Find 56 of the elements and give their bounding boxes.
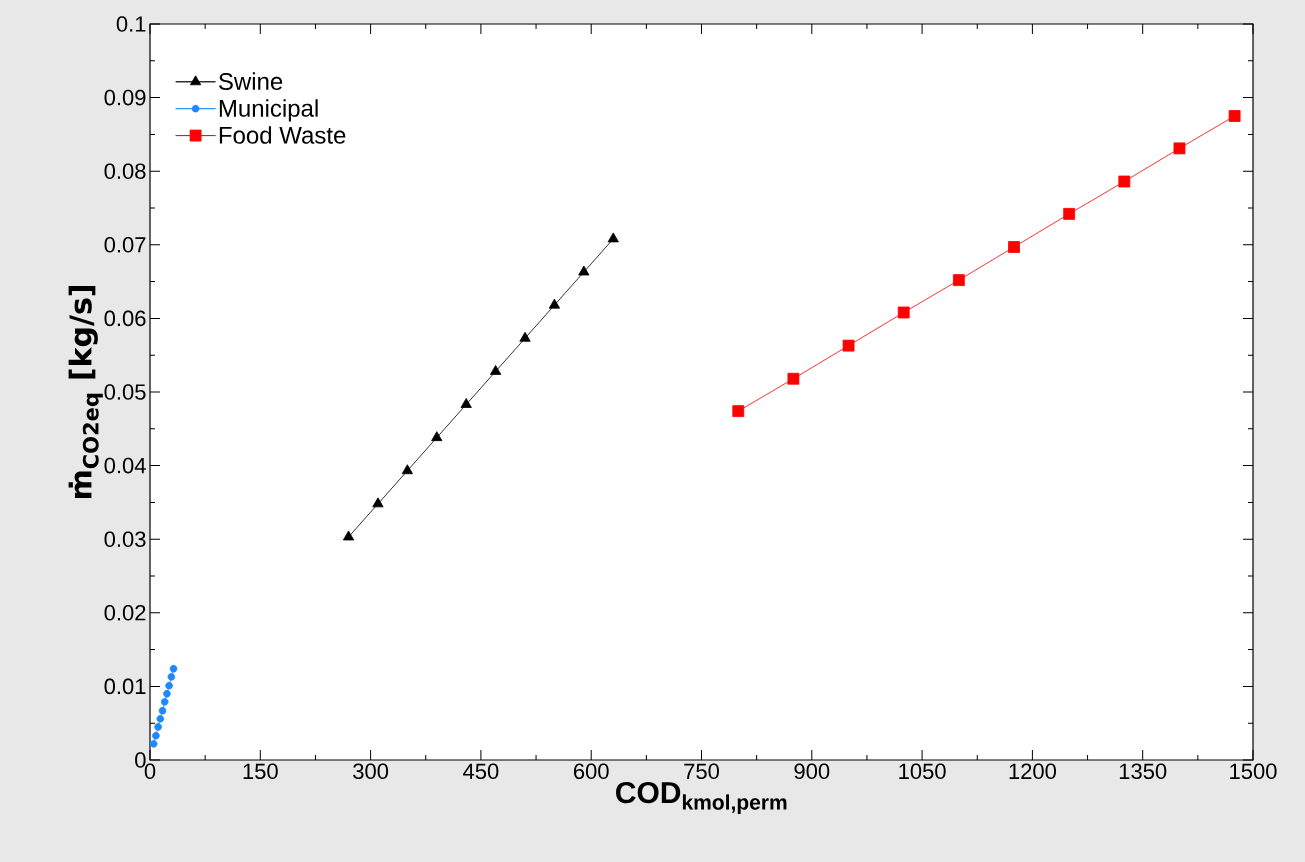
point <box>460 398 472 408</box>
point <box>548 298 561 309</box>
x-tick-label: 600 <box>573 763 609 780</box>
point <box>1118 175 1131 188</box>
point <box>169 664 178 673</box>
point <box>1008 241 1020 253</box>
x-tick-label: 1200 <box>1009 763 1056 780</box>
point <box>165 681 173 690</box>
legend-label: Swine <box>218 72 283 90</box>
y-tick-label: 0.05 <box>104 384 146 400</box>
point <box>149 740 158 748</box>
point <box>158 706 167 715</box>
point <box>342 530 355 541</box>
y-tick-label: 0.07 <box>104 237 146 253</box>
point <box>154 723 162 731</box>
y-tick-label: 0.01 <box>104 678 146 695</box>
y-tick-label: 0 <box>135 752 146 768</box>
point <box>152 731 160 740</box>
point <box>732 405 745 418</box>
point <box>519 331 531 342</box>
point <box>1063 207 1076 220</box>
legend-label: Food Waste <box>219 126 346 144</box>
x-tick-label: 300 <box>353 763 389 780</box>
y-tick-label: 0.1 <box>116 16 146 32</box>
x-tick-label: 1500 <box>1230 763 1277 780</box>
y-tick-label: 0.09 <box>104 89 146 106</box>
y-tick-label: 0.06 <box>104 310 146 327</box>
legend-label: Municipal <box>219 99 318 122</box>
point <box>490 364 502 375</box>
y-tick-label: 0.04 <box>104 457 146 474</box>
point <box>401 464 413 475</box>
point <box>1228 110 1241 122</box>
x-tick-label: 150 <box>243 763 278 780</box>
point <box>167 673 176 681</box>
x-tick-label: 1350 <box>1119 763 1167 780</box>
point <box>163 689 171 698</box>
point <box>578 265 590 276</box>
point <box>952 274 965 287</box>
x-tick-label: 450 <box>463 763 499 780</box>
point <box>156 714 165 723</box>
y-tick-label: 0.03 <box>104 531 146 547</box>
point <box>431 431 443 442</box>
y-tick-label: 0.08 <box>104 163 146 179</box>
point <box>897 306 910 319</box>
point <box>160 698 169 706</box>
x-tick-label: 750 <box>684 763 719 780</box>
y-axis-title: ṁ$_{CO2eq}$ [kg/s] <box>68 286 103 499</box>
x-tick-label: 900 <box>794 763 830 780</box>
point <box>842 339 855 352</box>
point <box>372 497 384 508</box>
point <box>787 372 800 385</box>
point <box>607 232 619 243</box>
x-tick-label: 1050 <box>899 763 946 780</box>
point <box>1173 142 1186 155</box>
y-tick-label: 0.02 <box>104 605 146 621</box>
x-axis-title: COD$_{kmol,perm}$ <box>616 781 787 814</box>
